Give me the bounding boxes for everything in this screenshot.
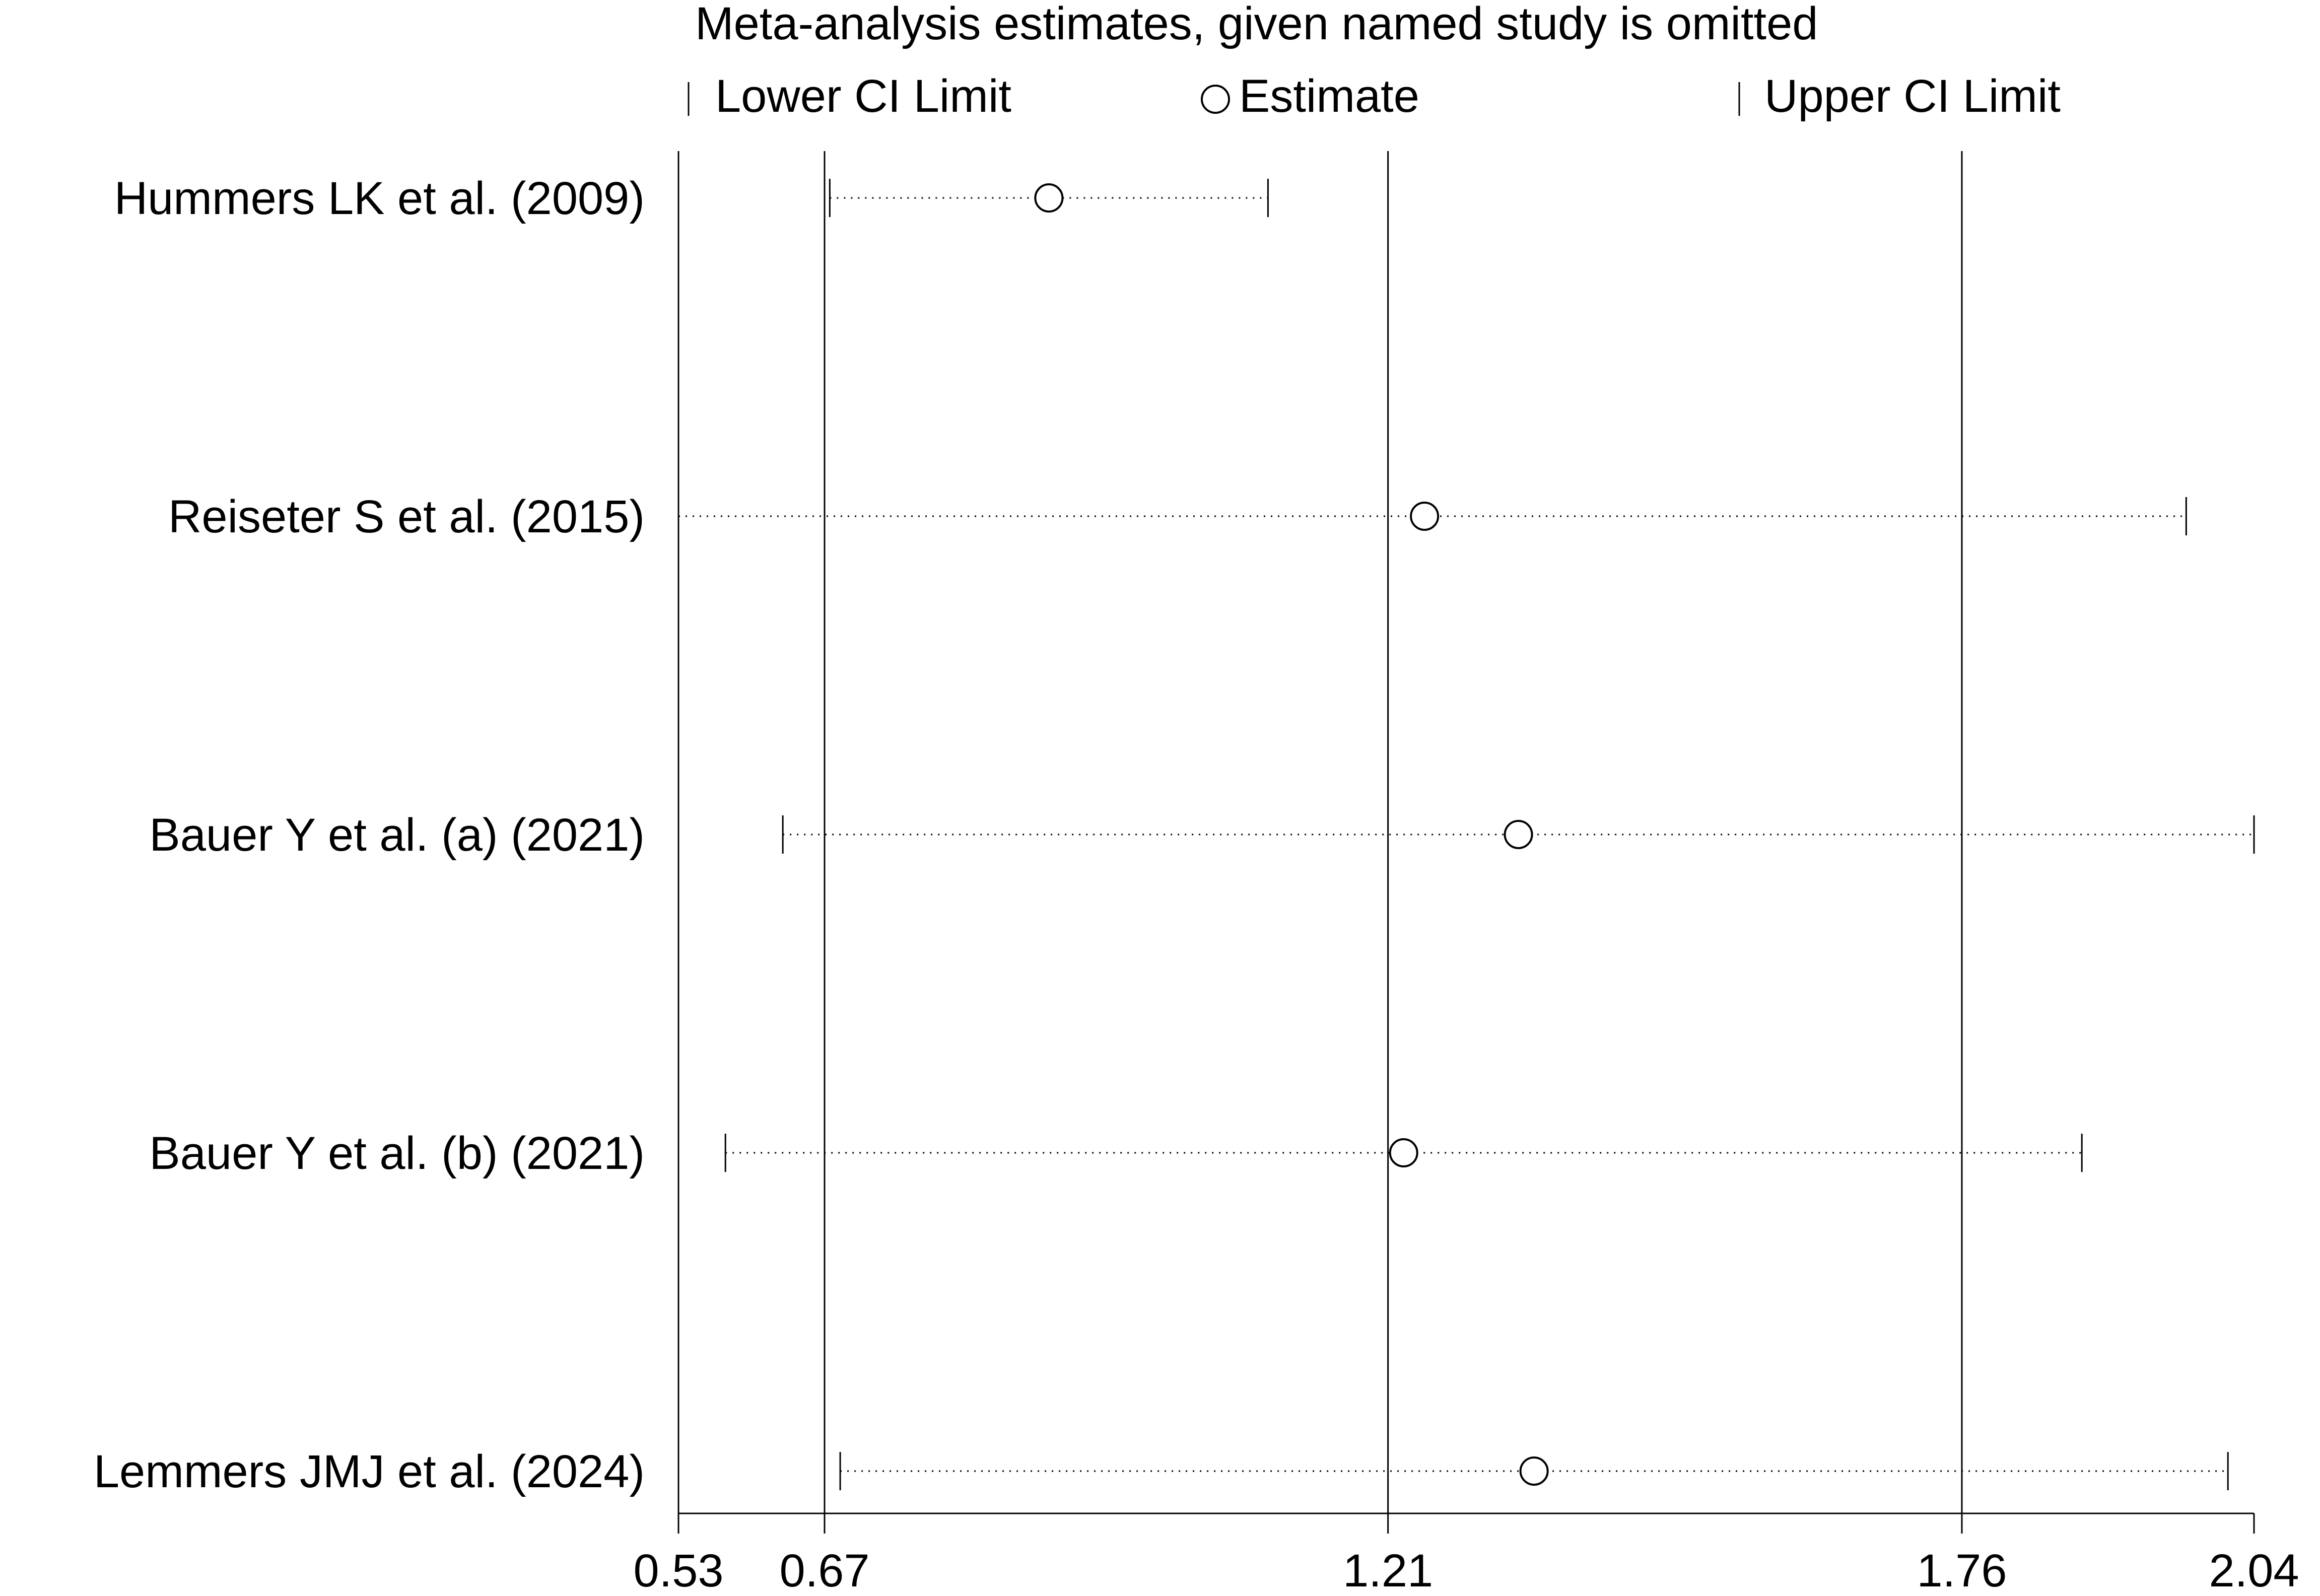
study-row: Bauer Y et al. (a) (2021) xyxy=(149,809,2255,861)
x-axis: 0.53 0.67 1.21 1.76 2.04 xyxy=(633,1512,2299,1596)
study-label: Lemmers JMJ et al. (2024) xyxy=(94,1446,645,1497)
legend-estimate-marker xyxy=(1201,85,1230,114)
x-tick-label: 2.04 xyxy=(2209,1545,2299,1596)
study-rows: Hummers LK et al. (2009) Reiseter S et al… xyxy=(94,173,2255,1497)
study-row: Hummers LK et al. (2009) xyxy=(114,173,1269,224)
study-label: Reiseter S et al. (2015) xyxy=(168,491,645,542)
x-tick-label: 1.21 xyxy=(1343,1545,1433,1596)
legend-lower-label: Lower CI Limit xyxy=(715,71,1011,122)
estimate-marker xyxy=(1410,502,1440,531)
chart-title: Meta-analysis estimates, given named stu… xyxy=(695,0,1818,49)
study-label: Bauer Y et al. (b) (2021) xyxy=(149,1128,645,1179)
study-label: Bauer Y et al. (a) (2021) xyxy=(149,809,645,861)
estimate-marker xyxy=(1034,183,1064,213)
legend: Lower CI Limit Estimate Upper CI Limit xyxy=(688,71,2061,122)
reference-lines xyxy=(677,151,1963,1513)
estimate-marker xyxy=(1504,820,1533,849)
study-label: Hummers LK et al. (2009) xyxy=(114,173,645,224)
legend-estimate-label: Estimate xyxy=(1239,71,1419,122)
x-tick-label: 1.76 xyxy=(1917,1545,2007,1596)
legend-upper-label: Upper CI Limit xyxy=(1764,71,2061,122)
estimate-marker xyxy=(1389,1138,1418,1167)
x-tick-label: 0.67 xyxy=(779,1545,869,1596)
study-row: Bauer Y et al. (b) (2021) xyxy=(149,1128,2083,1179)
study-row: Lemmers JMJ et al. (2024) xyxy=(94,1446,2229,1497)
study-row: Reiseter S et al. (2015) xyxy=(168,491,2187,542)
x-tick-label: 0.53 xyxy=(633,1545,723,1596)
estimate-marker xyxy=(1519,1456,1549,1486)
